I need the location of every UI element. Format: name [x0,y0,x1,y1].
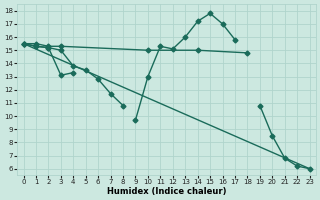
X-axis label: Humidex (Indice chaleur): Humidex (Indice chaleur) [107,187,226,196]
